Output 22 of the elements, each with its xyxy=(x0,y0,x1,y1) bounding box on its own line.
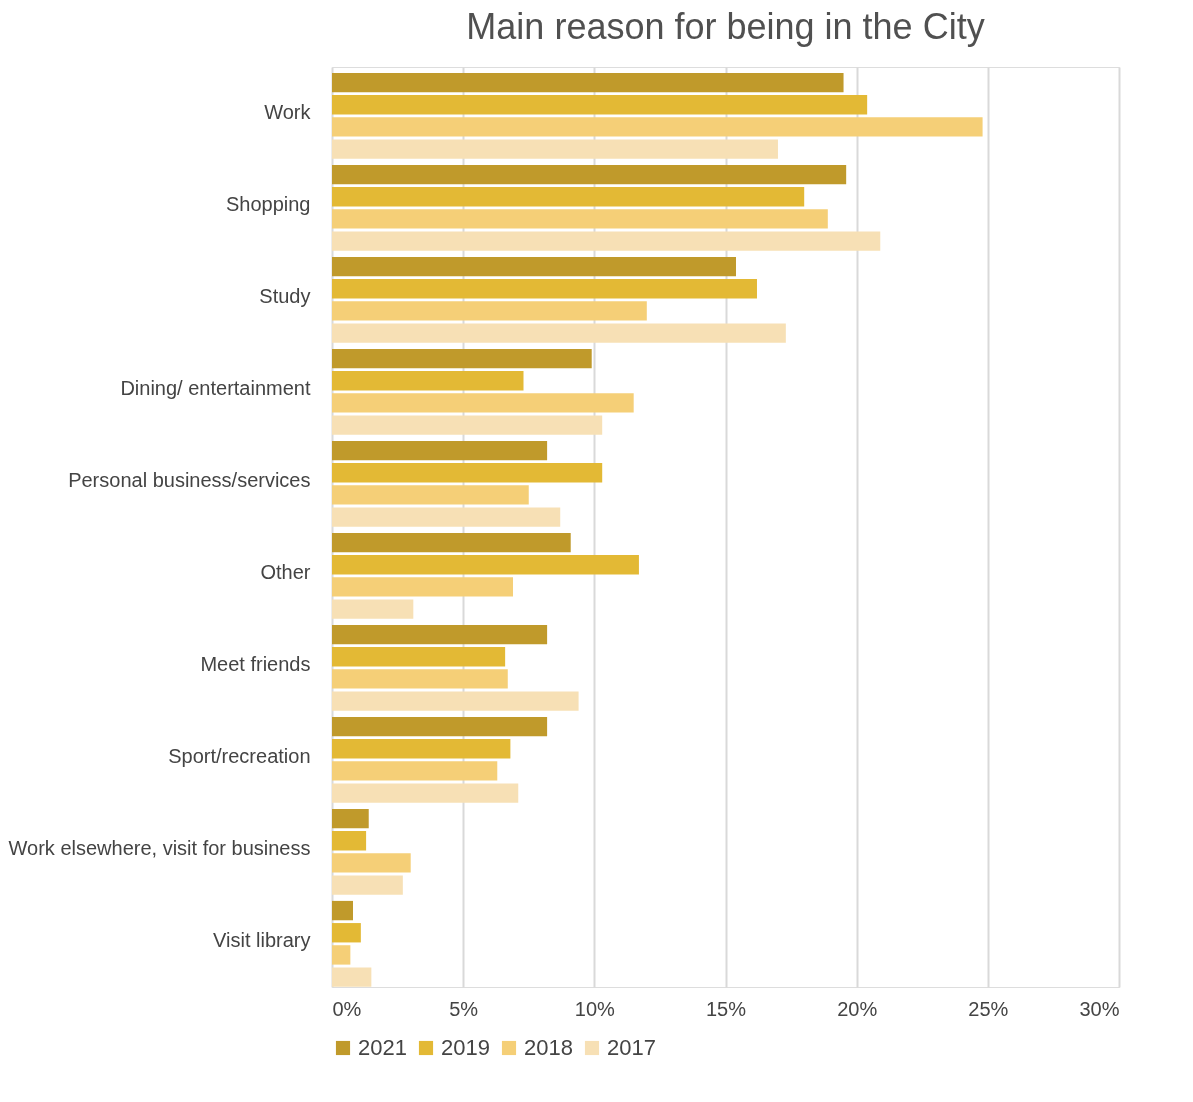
x-tick-label: 15% xyxy=(705,997,747,1020)
y-tick-label: Work elsewhere, visit for business xyxy=(8,837,311,859)
y-tick-label: Dining/ entertainment xyxy=(120,377,311,399)
x-tick-label: 0% xyxy=(332,997,362,1020)
legend-label: 2018 xyxy=(524,1035,573,1060)
y-tick-label: Shopping xyxy=(225,193,311,215)
y-tick-label: Visit library xyxy=(213,929,311,951)
y-tick-label: Other xyxy=(260,561,311,583)
y-tick-label: Sport/recreation xyxy=(168,745,311,767)
y-tick-label: Personal business/services xyxy=(68,469,311,491)
x-tick-label: 10% xyxy=(574,997,616,1020)
y-tick-label: Work xyxy=(264,101,312,123)
legend-label: 2017 xyxy=(607,1035,656,1060)
x-tick-label: 25% xyxy=(968,997,1009,1020)
y-tick-label: Study xyxy=(259,285,311,307)
legend-label: 2021 xyxy=(358,1035,407,1060)
y-tick-label: Meet friends xyxy=(200,653,311,675)
x-tick-label: 30% xyxy=(1079,997,1120,1020)
x-tick-label: 20% xyxy=(837,997,878,1020)
chart-title: Main reason for being in the City xyxy=(466,6,985,47)
x-tick-label: 5% xyxy=(449,997,479,1020)
legend-label: 2019 xyxy=(441,1035,490,1060)
